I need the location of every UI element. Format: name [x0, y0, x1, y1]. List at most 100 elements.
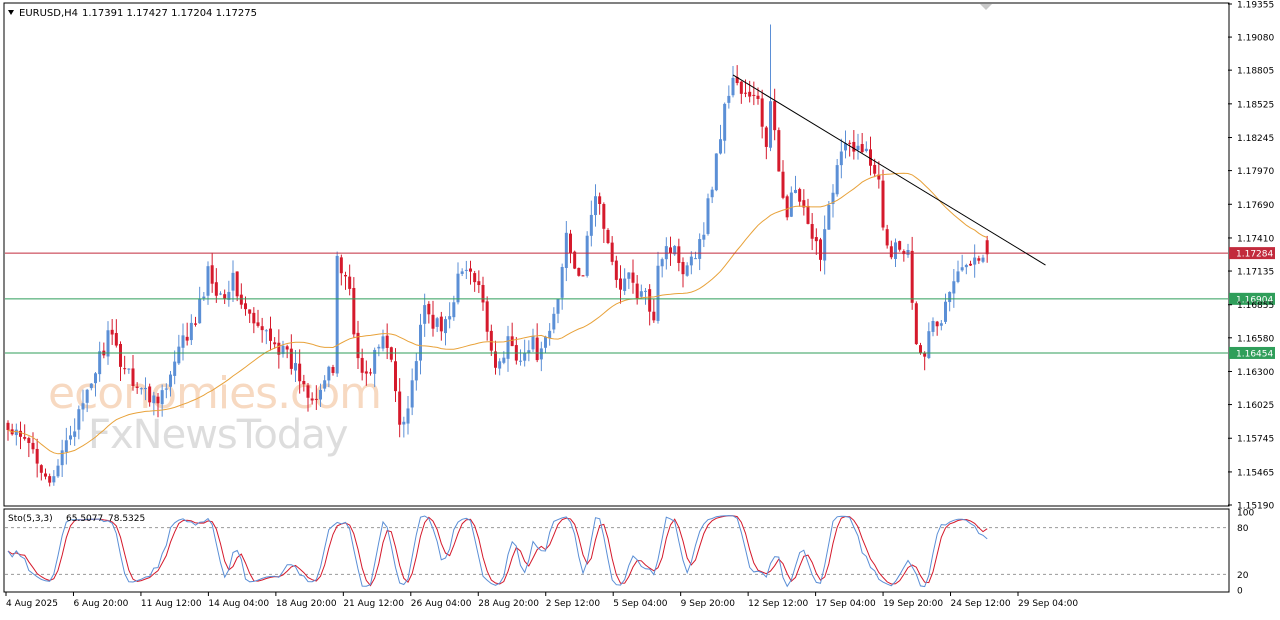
- bear-candle: [431, 300, 435, 337]
- bull-candle: [77, 405, 81, 440]
- bear-candle: [798, 187, 802, 207]
- bull-candle: [410, 368, 414, 416]
- bull-candle: [377, 344, 381, 357]
- bull-candle: [452, 295, 456, 321]
- bear-candle: [248, 309, 252, 323]
- bear-candle: [802, 189, 806, 216]
- bull-candle: [89, 383, 93, 391]
- bear-candle: [473, 270, 477, 292]
- bear-candle: [114, 319, 118, 348]
- time-tick-label: 19 Sep 20:00: [883, 599, 943, 609]
- bear-candle: [614, 255, 618, 288]
- bull-candle: [727, 85, 731, 109]
- bull-candle: [198, 286, 202, 324]
- bear-candle: [814, 228, 818, 255]
- bull-candle: [960, 254, 964, 272]
- bear-candle: [535, 323, 539, 363]
- bear-candle: [235, 271, 239, 302]
- bull-candle: [964, 263, 968, 275]
- bear-candle: [310, 392, 314, 405]
- bull-candle: [823, 215, 827, 275]
- level-price-label: 1.17284: [1236, 250, 1273, 260]
- bear-candle: [860, 133, 864, 154]
- bull-candle: [623, 268, 627, 295]
- bear-candle: [194, 316, 197, 327]
- bear-candle: [469, 260, 472, 285]
- bear-candle: [819, 237, 822, 272]
- price-tick-label: 1.16580: [1237, 334, 1274, 344]
- bull-candle: [931, 317, 935, 337]
- bear-candle: [739, 80, 743, 104]
- bear-candle: [806, 198, 810, 225]
- bear-candle: [619, 265, 622, 304]
- bear-candle: [185, 322, 189, 346]
- bull-candle: [160, 384, 164, 417]
- bull-candle: [527, 340, 531, 362]
- bull-candle: [402, 416, 406, 438]
- bear-candle: [27, 436, 31, 458]
- bear-candle: [669, 236, 672, 266]
- bull-candle: [189, 314, 193, 345]
- bull-candle: [939, 320, 943, 331]
- bull-candle: [702, 222, 706, 248]
- bear-candle: [494, 340, 497, 375]
- price-tick-label: 1.17690: [1237, 201, 1274, 211]
- bull-candle: [106, 321, 110, 365]
- bull-candle: [164, 383, 168, 399]
- bear-candle: [39, 464, 43, 481]
- bull-candle: [60, 439, 64, 478]
- bear-candle: [735, 65, 739, 86]
- price-tick-label: 1.16025: [1237, 401, 1274, 411]
- bull-candle: [627, 272, 631, 290]
- symbol-dropdown-icon[interactable]: [8, 10, 14, 15]
- bear-candle: [481, 276, 485, 311]
- bear-candle: [677, 238, 681, 272]
- stochastic-signal-line: [7, 515, 988, 587]
- price-tick-label: 1.19355: [1237, 1, 1274, 11]
- bull-candle: [173, 350, 177, 385]
- bull-candle: [423, 293, 427, 337]
- bull-candle: [406, 396, 410, 435]
- bear-candle: [873, 158, 877, 178]
- bull-candle: [844, 130, 847, 159]
- bull-candle: [714, 153, 718, 192]
- bull-candle: [69, 425, 72, 446]
- bull-candle: [644, 287, 647, 305]
- bear-candle: [352, 277, 356, 339]
- bear-candle: [223, 289, 227, 305]
- bull-candle: [981, 254, 985, 264]
- bull-candle: [144, 377, 147, 401]
- bear-candle: [356, 320, 360, 370]
- bear-candle: [606, 228, 610, 245]
- bear-candle: [31, 432, 35, 454]
- bull-candle: [831, 184, 835, 218]
- bear-candle: [302, 374, 306, 392]
- bull-candle: [177, 334, 181, 365]
- bear-candle: [256, 309, 260, 328]
- bull-candle: [506, 325, 510, 372]
- bear-candle: [752, 81, 756, 106]
- bear-candle: [19, 421, 22, 450]
- symbol-timeframe: EURUSD,H4: [19, 8, 78, 19]
- bear-candle: [110, 319, 114, 345]
- level-price-tag: [1229, 346, 1275, 359]
- bear-candle: [510, 322, 514, 347]
- descending-trendline[interactable]: [732, 74, 1046, 266]
- bull-candle: [94, 371, 97, 397]
- time-tick-label: 29 Sep 04:00: [1018, 599, 1078, 609]
- bear-candle: [852, 130, 856, 160]
- stochastic-panel-frame: [3, 508, 1230, 593]
- bear-candle: [602, 202, 606, 243]
- bear-candle: [214, 268, 218, 303]
- bear-candle: [277, 329, 281, 369]
- bull-candle: [327, 365, 331, 388]
- stochastic-main-line: [7, 515, 988, 588]
- bull-candle: [948, 291, 952, 312]
- bull-candle: [335, 251, 339, 377]
- time-tick-label: 18 Aug 20:00: [276, 599, 337, 609]
- stochastic-tick-label: 0: [1237, 587, 1243, 597]
- bull-candle: [660, 257, 664, 278]
- bull-candle: [56, 459, 60, 478]
- bear-candle: [23, 424, 27, 441]
